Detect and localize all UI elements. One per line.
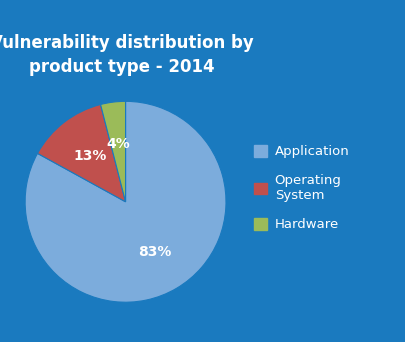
Wedge shape	[38, 105, 126, 202]
Wedge shape	[100, 101, 126, 202]
Text: Vulnerability distribution by
product type - 2014: Vulnerability distribution by product ty…	[0, 34, 254, 76]
Text: 83%: 83%	[139, 245, 172, 259]
Legend: Application, Operating
System, Hardware: Application, Operating System, Hardware	[249, 141, 354, 235]
Wedge shape	[25, 101, 226, 302]
Text: 13%: 13%	[73, 149, 107, 163]
Text: 4%: 4%	[107, 137, 130, 151]
